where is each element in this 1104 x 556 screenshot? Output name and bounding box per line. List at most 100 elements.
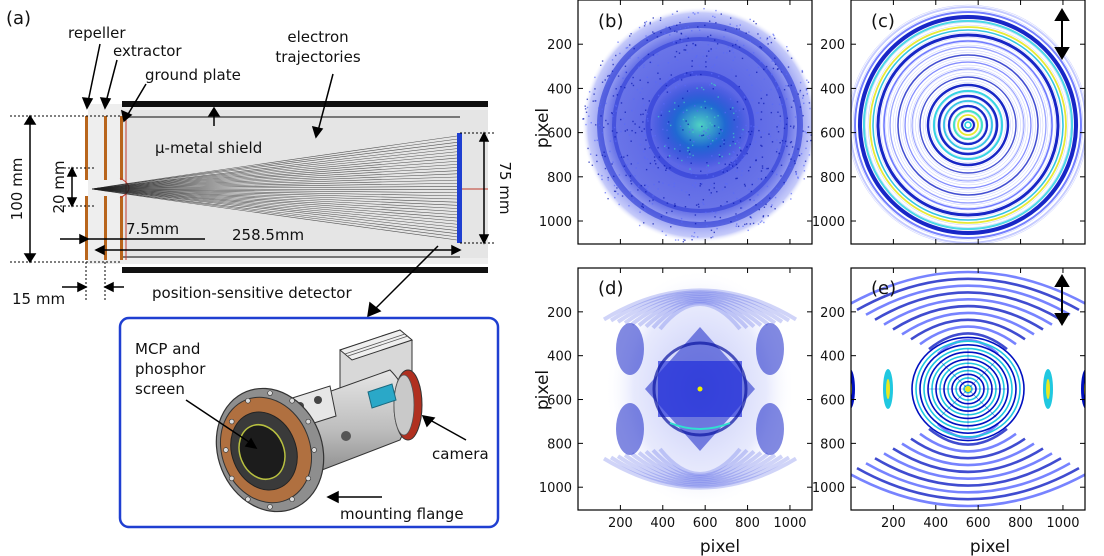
noise-speckle	[683, 47, 685, 49]
noise-speckle	[770, 205, 772, 208]
noise-speckle	[586, 98, 589, 101]
noise-speckle	[667, 137, 670, 139]
noise-speckle	[685, 72, 688, 74]
noise-speckle	[766, 185, 769, 188]
noise-speckle	[732, 44, 734, 47]
ring	[911, 68, 1025, 182]
noise-speckle	[734, 56, 736, 58]
noise-speckle	[785, 73, 788, 76]
noise-speckle	[719, 155, 721, 158]
noise-speckle	[674, 56, 676, 58]
ring-fine	[930, 87, 1006, 163]
ring-fine	[900, 57, 1036, 193]
noise-speckle	[673, 185, 675, 188]
noise-speckle	[736, 167, 739, 169]
noise-speckle	[748, 74, 751, 76]
trajectory-line	[91, 142, 458, 190]
noise-speckle	[749, 143, 751, 146]
noise-speckle	[643, 25, 646, 27]
noise-speckle	[695, 56, 697, 58]
noise-speckle	[637, 189, 639, 191]
noise-speckle	[714, 16, 716, 19]
arc-band	[865, 462, 1071, 494]
ring	[883, 40, 1053, 210]
noise-speckle	[805, 147, 807, 150]
noise-speckle	[706, 162, 708, 164]
flange-bolt	[223, 447, 229, 453]
noise-speckle	[776, 68, 779, 71]
noise-speckle	[597, 107, 600, 109]
noise-speckle	[629, 35, 631, 37]
noise-speckle	[732, 47, 734, 50]
arc-band	[874, 457, 1062, 487]
y-tick-label: 200	[547, 38, 572, 53]
arc-band	[892, 447, 1044, 474]
ring-fine	[940, 97, 996, 153]
noise-speckle	[617, 193, 619, 195]
noise-speckle	[584, 108, 587, 110]
y-tick-label: 1000	[812, 215, 845, 230]
noise-speckle	[604, 192, 607, 194]
noise-speckle	[641, 205, 643, 207]
inset-label-mcp-2: phosphor	[135, 360, 206, 378]
flange-bolt	[229, 475, 235, 482]
noise-speckle	[806, 79, 808, 81]
noise-speckle	[607, 78, 609, 81]
noise-speckle	[684, 49, 687, 51]
polarization-arrow-e	[1054, 274, 1070, 326]
flange-bolt	[305, 475, 311, 482]
noise-speckle	[786, 45, 788, 48]
noise-speckle	[609, 150, 611, 153]
noise-speckle	[628, 134, 631, 136]
noise-speckle	[680, 217, 683, 220]
noise-speckle	[807, 126, 810, 128]
noise-speckle	[768, 130, 771, 132]
noise-speckle	[597, 121, 599, 124]
noise-speckle	[728, 50, 731, 52]
noise-speckle	[648, 100, 651, 102]
noise-speckle	[774, 208, 776, 210]
arc-band	[623, 293, 777, 325]
noise-speckle	[666, 91, 669, 93]
noise-speckle	[698, 27, 700, 29]
noise-speckle	[724, 28, 727, 31]
noise-speckle	[768, 192, 771, 195]
noise-speckle	[758, 208, 761, 211]
noise-speckle	[808, 102, 811, 104]
noise-speckle	[663, 145, 666, 147]
noise-speckle	[697, 26, 699, 28]
noise-speckle	[755, 159, 757, 162]
noise-speckle	[805, 88, 808, 90]
label-trajectories: trajectories	[275, 48, 361, 66]
noise-speckle	[739, 200, 742, 202]
noise-speckle	[626, 164, 628, 166]
noise-speckle	[639, 91, 642, 94]
noise-speckle	[691, 65, 693, 68]
ring-fine	[915, 72, 1021, 178]
noise-speckle	[668, 160, 671, 163]
noise-speckle	[757, 223, 760, 225]
noise-speckle	[711, 155, 713, 157]
noise-speckle	[642, 203, 644, 205]
x-tick-label: 200	[881, 516, 906, 531]
noise-speckle	[630, 140, 632, 142]
noise-speckle	[776, 173, 778, 176]
noise-speckle	[692, 12, 694, 14]
ring	[919, 76, 1017, 174]
noise-speckle	[694, 116, 696, 118]
noise-speckle	[644, 184, 646, 187]
noise-speckle	[730, 68, 733, 71]
ring	[911, 336, 1025, 442]
noise-speckle	[736, 177, 738, 180]
noise-speckle	[715, 22, 717, 24]
inset-label-mounting-flange: mounting flange	[340, 505, 464, 523]
noise-speckle	[814, 125, 815, 126]
noise-speckle	[804, 160, 807, 162]
noise-speckle	[761, 220, 763, 222]
noise-speckle	[611, 130, 614, 132]
noise-speckle	[643, 66, 645, 69]
noise-speckle	[692, 131, 694, 133]
noise-speckle	[679, 150, 681, 152]
noise-speckle	[707, 145, 709, 148]
